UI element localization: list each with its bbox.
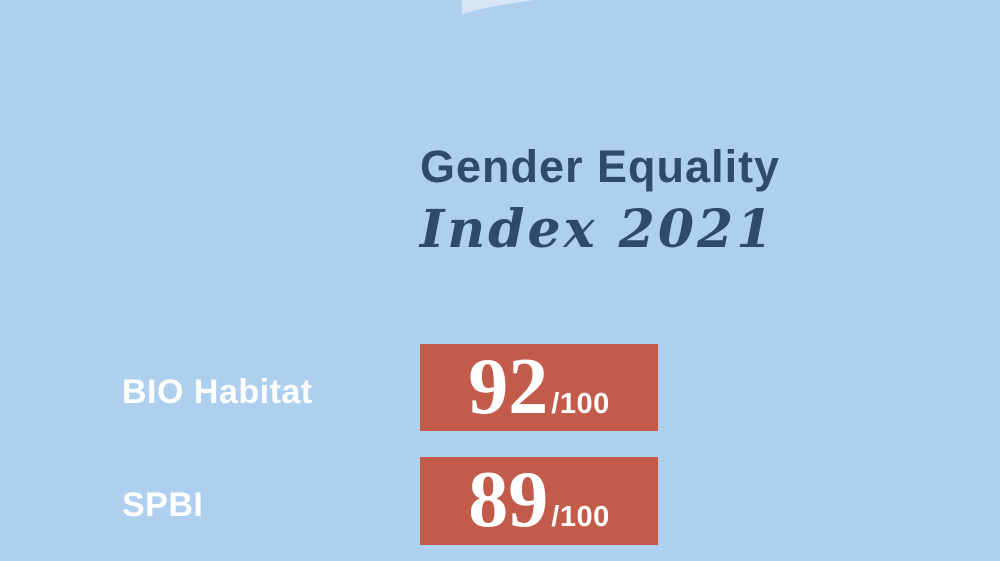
score-denominator: /100 — [551, 501, 610, 533]
score-label-spbi: SPBI — [122, 486, 204, 524]
score-denominator: /100 — [551, 388, 610, 420]
score-box-spbi: 89 /100 — [420, 457, 658, 545]
score-value: 89 — [468, 456, 549, 544]
corner-ribbon-shape — [462, 0, 534, 15]
score-value: 92 — [468, 343, 549, 431]
page-title: Gender Equality — [420, 141, 781, 192]
page-subtitle: Index 2021 — [420, 199, 776, 260]
score-box-bio-habitat: 92 /100 — [420, 344, 658, 431]
score-label-bio-habitat: BIO Habitat — [122, 373, 313, 411]
